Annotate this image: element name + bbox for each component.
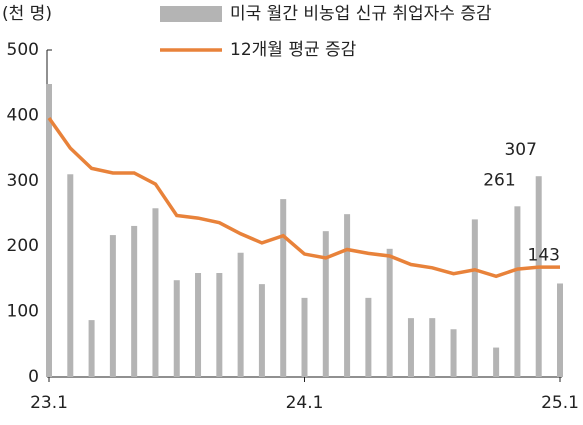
bar xyxy=(493,347,500,377)
bar xyxy=(557,283,563,377)
legend-swatch xyxy=(160,6,222,22)
bar xyxy=(471,219,478,377)
data-label: 261 xyxy=(483,170,515,190)
y-tick-label: 400 xyxy=(7,105,39,125)
bar xyxy=(173,280,180,377)
bar xyxy=(365,297,372,377)
line xyxy=(47,117,560,279)
bar xyxy=(216,273,223,377)
bar xyxy=(67,174,74,377)
bar xyxy=(514,206,521,377)
bar xyxy=(195,273,202,377)
bar xyxy=(535,176,542,377)
bar xyxy=(88,320,95,377)
bar xyxy=(429,318,436,377)
bar xyxy=(280,199,287,377)
bar xyxy=(450,329,457,377)
y-tick-label: 300 xyxy=(7,171,39,191)
legend-label: 12개월 평균 증감 xyxy=(230,40,357,60)
bar xyxy=(131,225,138,377)
x-tick-label: 24.1 xyxy=(286,393,324,413)
bar xyxy=(386,248,393,377)
data-label: 143 xyxy=(528,245,560,265)
bar xyxy=(407,318,414,377)
bar xyxy=(301,297,308,377)
data-label: 307 xyxy=(504,140,536,160)
x-tick-label: 25.1 xyxy=(541,393,579,413)
y-tick-label: 200 xyxy=(7,236,39,256)
bar xyxy=(152,208,159,377)
y-unit-label: (천 명) xyxy=(2,4,52,24)
bar xyxy=(109,235,116,377)
y-tick-label: 500 xyxy=(7,40,39,60)
bar xyxy=(258,284,265,377)
bar xyxy=(322,231,329,377)
legend-label: 미국 월간 비농업 신규 취업자수 증감 xyxy=(230,4,492,24)
bar xyxy=(237,252,244,377)
bar xyxy=(46,84,52,378)
bar xyxy=(344,214,351,377)
x-tick-label: 23.1 xyxy=(30,393,68,413)
y-tick-label: 0 xyxy=(28,367,39,387)
y-tick-label: 100 xyxy=(7,302,39,322)
